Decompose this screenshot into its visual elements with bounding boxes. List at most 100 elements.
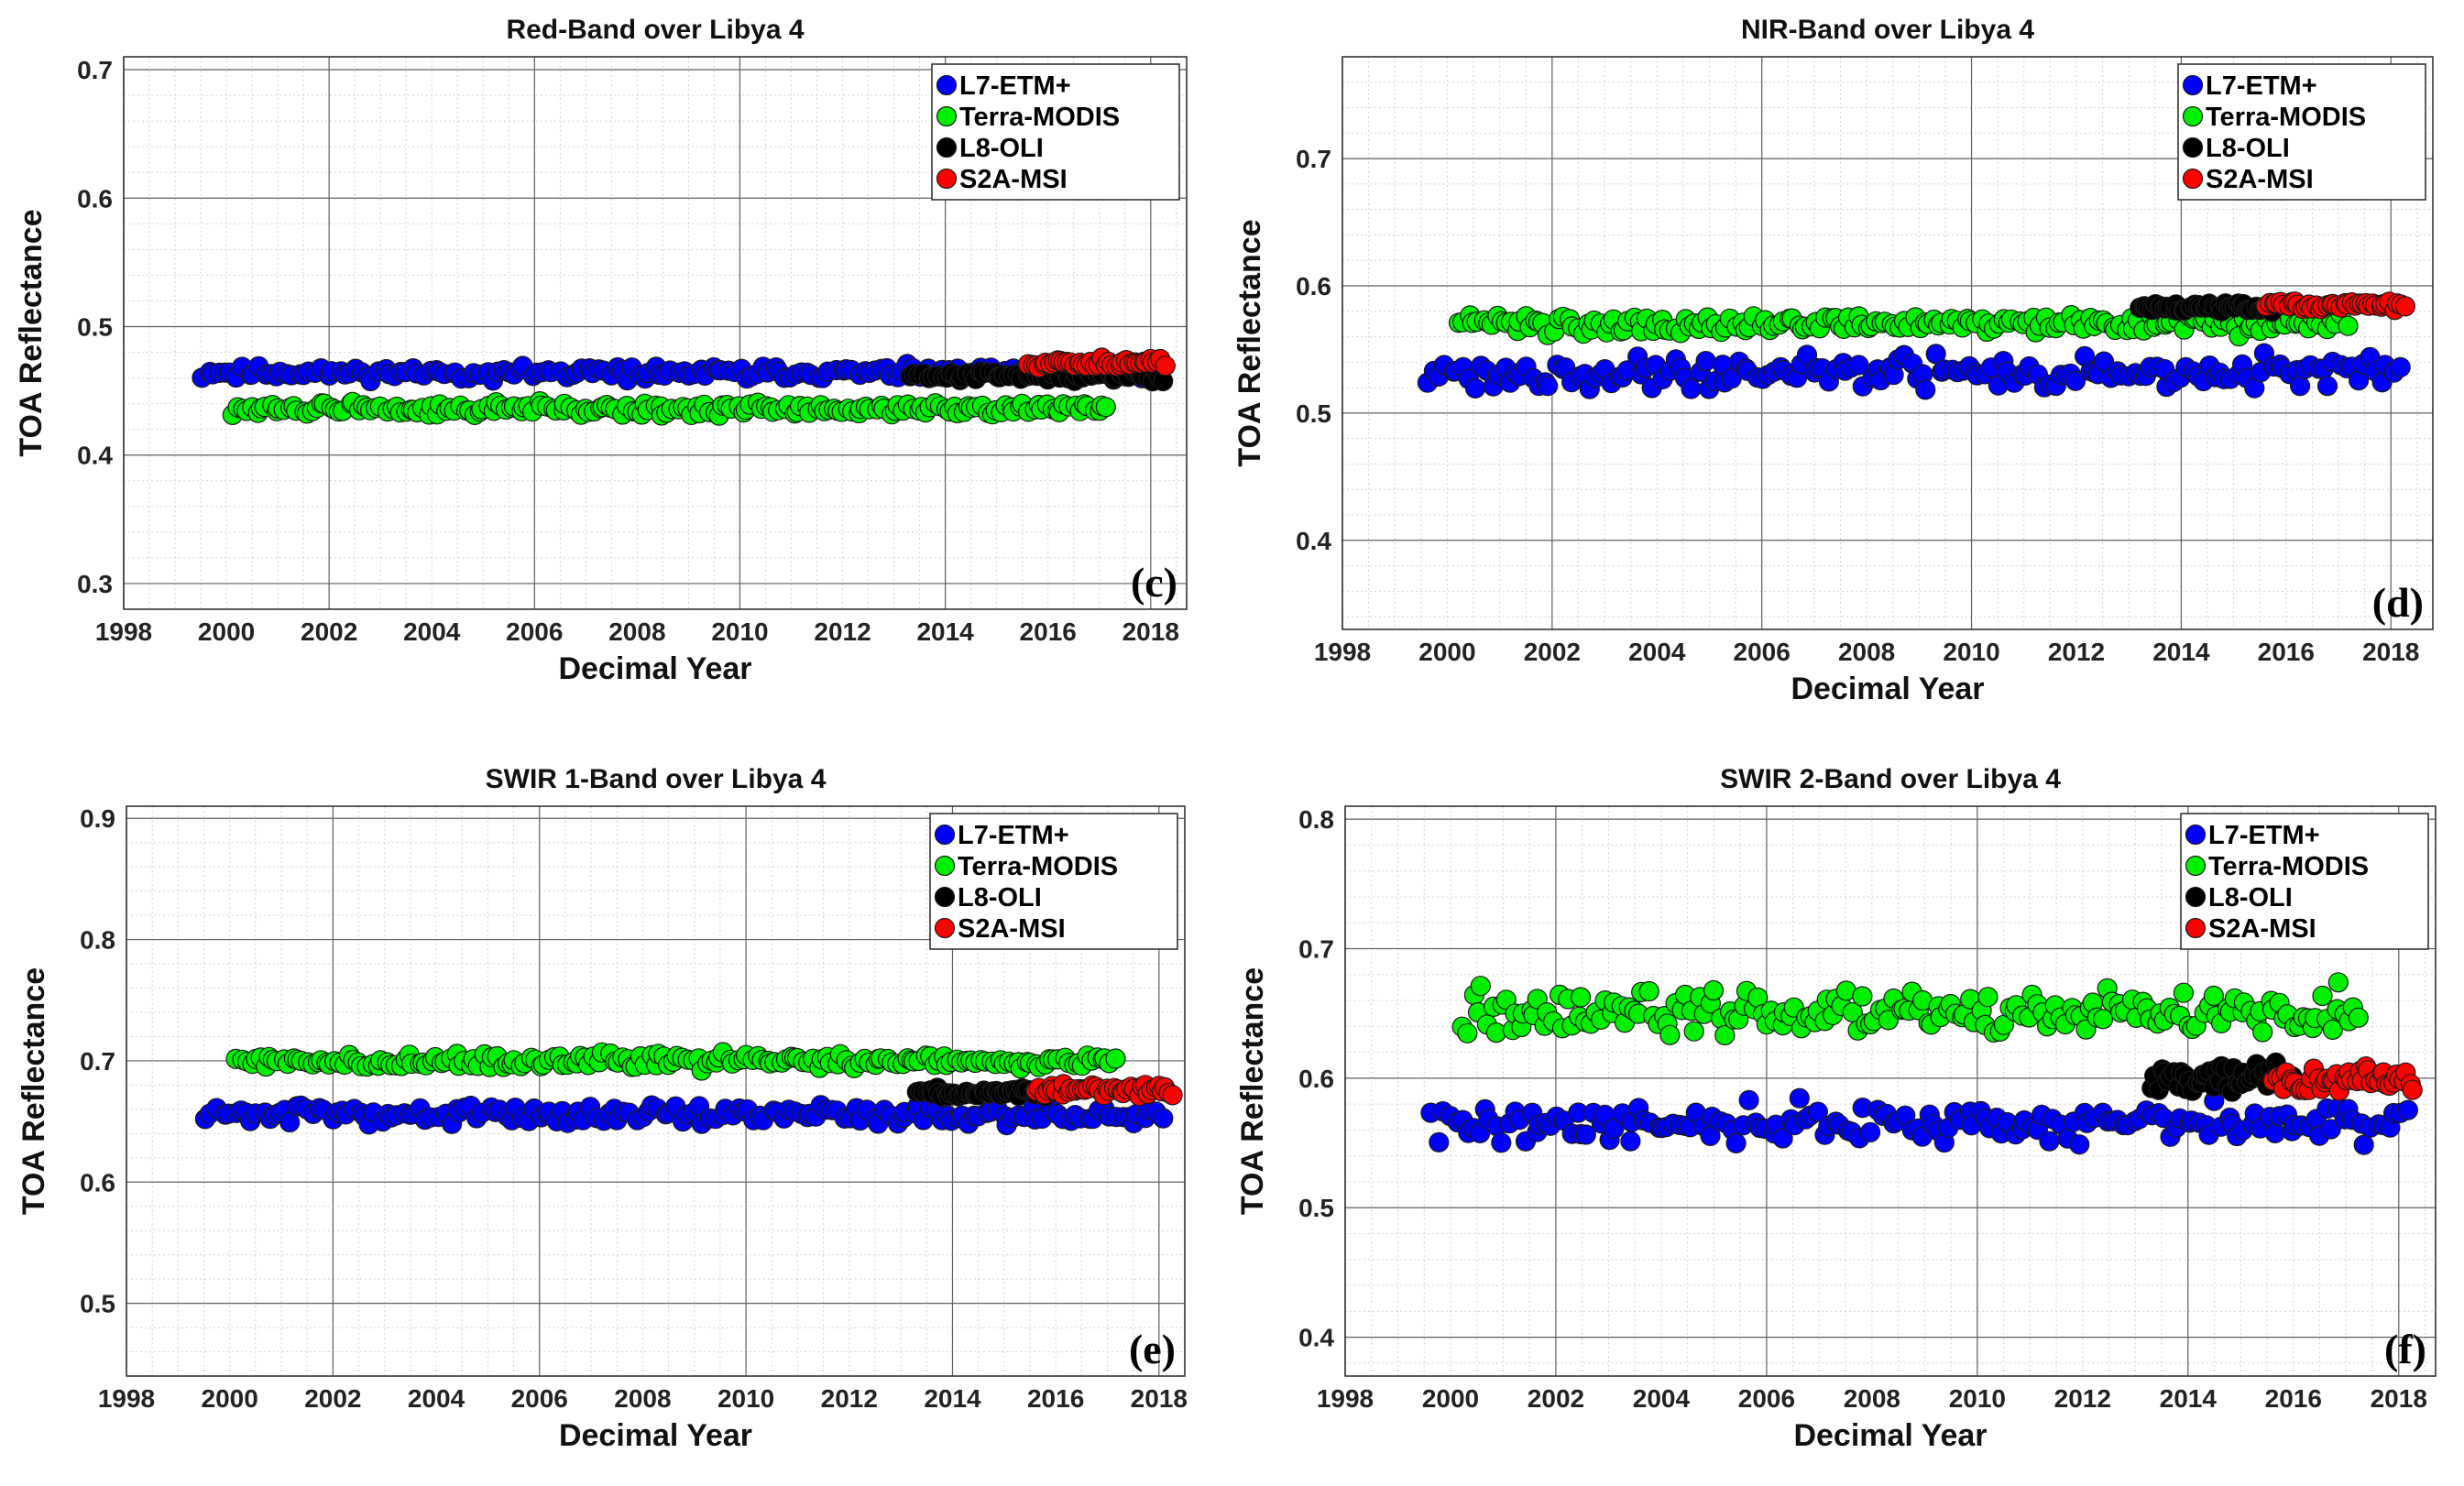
y-axis-label: TOA Reflectance bbox=[1232, 219, 1267, 466]
series-L7-ETM+ bbox=[1417, 343, 2411, 400]
data-point bbox=[2327, 972, 2349, 993]
data-point bbox=[2252, 1022, 2273, 1043]
x-tick-label: 2010 bbox=[1943, 638, 1999, 666]
legend-label: L8-OLI bbox=[2208, 883, 2293, 912]
data-point bbox=[1638, 980, 1659, 1002]
y-tick-label: 0.4 bbox=[1298, 1324, 1334, 1352]
y-axis-label: TOA Reflectance bbox=[14, 209, 49, 456]
legend-marker bbox=[2182, 105, 2204, 127]
data-point bbox=[1491, 1132, 1512, 1153]
chart-title: Red-Band over Libya 4 bbox=[506, 15, 804, 45]
data-point bbox=[1162, 1085, 1183, 1106]
data-point bbox=[1772, 1128, 1793, 1149]
y-tick-label: 0.5 bbox=[1296, 399, 1331, 428]
data-point bbox=[1620, 1131, 1641, 1152]
x-tick-label: 2006 bbox=[1738, 1384, 1795, 1413]
data-point bbox=[1429, 1131, 1450, 1153]
legend-box bbox=[2177, 63, 2426, 201]
x-axis-label: Decimal Year bbox=[1791, 672, 1984, 706]
x-tick-label: 1998 bbox=[1317, 1384, 1374, 1413]
data-point bbox=[2290, 376, 2311, 397]
legend-marker bbox=[2182, 74, 2204, 96]
legend-box bbox=[931, 63, 1180, 201]
series-S2A-MSI bbox=[1017, 347, 1176, 378]
legend-marker bbox=[934, 855, 956, 877]
x-tick-label: 2012 bbox=[2048, 638, 2105, 666]
legend-label: L8-OLI bbox=[2206, 134, 2290, 163]
legend-box bbox=[2180, 813, 2429, 950]
x-tick-label: 2000 bbox=[1422, 1384, 1479, 1413]
data-point bbox=[1575, 1124, 1596, 1145]
series-Terra-MODIS bbox=[222, 391, 1116, 426]
chart-panel-1: 1998 2000 2002 2004 2006 2008 2010 2012 2014 2016… bbox=[1232, 15, 2434, 706]
data-point bbox=[2390, 356, 2411, 377]
y-tick-label: 0.6 bbox=[1298, 1065, 1334, 1093]
y-axis-label: TOA Reflectance bbox=[16, 967, 51, 1215]
data-point bbox=[2312, 985, 2333, 1007]
x-tick-label: 2018 bbox=[1131, 1384, 1188, 1413]
x-tick-label: 2008 bbox=[1844, 1384, 1900, 1413]
x-tick-label: 2006 bbox=[506, 617, 563, 646]
series-S2A-MSI bbox=[1025, 1074, 1183, 1107]
legend-label: Terra-MODIS bbox=[2206, 103, 2366, 132]
x-tick-label: 2008 bbox=[614, 1384, 671, 1413]
data-point bbox=[2320, 1119, 2341, 1140]
x-tick-label: 2008 bbox=[608, 617, 665, 646]
x-tick-label: 2018 bbox=[2362, 638, 2419, 666]
data-point bbox=[2348, 1007, 2369, 1028]
legend-label: L7-ETM+ bbox=[2208, 821, 2320, 850]
y-tick-label: 0.3 bbox=[77, 570, 113, 598]
y-axis-label: TOA Reflectance bbox=[1235, 967, 1270, 1215]
legend-marker bbox=[936, 168, 958, 190]
y-tick-label: 0.8 bbox=[1298, 805, 1334, 834]
chart-title: SWIR 1-Band over Libya 4 bbox=[486, 764, 827, 794]
legend-label: Terra-MODIS bbox=[959, 103, 1120, 132]
data-point bbox=[1105, 1048, 1126, 1069]
chart-panel-2: 1998 2000 2002 2004 2006 2008 2010 2012 2014 2016… bbox=[16, 764, 1188, 1453]
data-point bbox=[2065, 370, 2086, 391]
legend-label: S2A-MSI bbox=[2206, 165, 2314, 194]
legend-label: L7-ETM+ bbox=[2206, 71, 2317, 101]
data-point bbox=[2093, 1009, 2114, 1030]
data-point bbox=[1570, 987, 1592, 1008]
legend-label: L8-OLI bbox=[958, 883, 1042, 912]
y-tick-label: 0.5 bbox=[80, 1290, 115, 1318]
y-tick-label: 0.9 bbox=[80, 804, 115, 833]
legend-marker bbox=[2185, 886, 2207, 908]
legend-label: Terra-MODIS bbox=[958, 852, 1118, 881]
y-tick-label: 0.5 bbox=[1298, 1194, 1334, 1222]
chart-panel-3: 1998 2000 2002 2004 2006 2008 2010 2012 2014 2016… bbox=[1235, 764, 2437, 1453]
legend-marker bbox=[2185, 855, 2207, 877]
data-point bbox=[1807, 1101, 1829, 1122]
legend-label: S2A-MSI bbox=[959, 165, 1068, 194]
data-point bbox=[2069, 1134, 2090, 1155]
legend-marker bbox=[934, 886, 956, 908]
legend-label: Terra-MODIS bbox=[2208, 852, 2369, 881]
x-tick-label: 2016 bbox=[2265, 1384, 2322, 1413]
legend-label: S2A-MSI bbox=[2208, 914, 2316, 944]
series-L8-OLI bbox=[2141, 1052, 2303, 1102]
x-tick-label: 2004 bbox=[1633, 1384, 1691, 1413]
legend-label: L7-ETM+ bbox=[958, 821, 1069, 850]
y-tick-label: 0.5 bbox=[77, 312, 113, 341]
x-tick-label: 2004 bbox=[408, 1384, 465, 1413]
data-point bbox=[1789, 1087, 1810, 1109]
panel-letter: (d) bbox=[2372, 579, 2424, 626]
x-tick-label: 2008 bbox=[1838, 638, 1895, 666]
y-tick-label: 0.6 bbox=[77, 184, 113, 213]
x-tick-label: 2010 bbox=[1949, 1384, 2006, 1413]
axes-frame bbox=[123, 56, 1188, 610]
panel-letter: (f) bbox=[2384, 1326, 2426, 1372]
series-Terra-MODIS bbox=[1451, 972, 2369, 1046]
x-tick-label: 2014 bbox=[2160, 1384, 2218, 1413]
series-Terra-MODIS bbox=[225, 1042, 1126, 1081]
x-tick-label: 2014 bbox=[2152, 638, 2210, 666]
legend-label: L7-ETM+ bbox=[959, 71, 1071, 101]
legend-marker bbox=[934, 824, 956, 846]
x-tick-label: 2016 bbox=[2258, 638, 2315, 666]
